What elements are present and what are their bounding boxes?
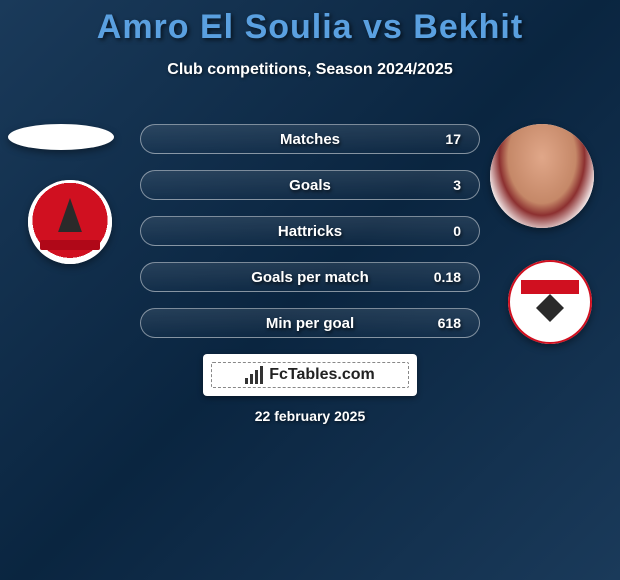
zamalek-icon	[508, 260, 592, 344]
comparison-card: Amro El Soulia vs Bekhit Club competitio…	[0, 0, 620, 580]
player-left-avatar	[8, 124, 114, 150]
stats-panel: Matches 17 Goals 3 Hattricks 0 Goals per…	[140, 124, 480, 424]
footer-date: 22 february 2025	[140, 408, 480, 424]
stat-label: Goals per match	[251, 269, 369, 286]
stat-value-right: 3	[453, 177, 461, 193]
stat-label: Matches	[280, 131, 340, 148]
stat-label: Hattricks	[278, 223, 342, 240]
stat-value-right: 17	[445, 131, 461, 147]
brand-text: FcTables.com	[269, 366, 375, 384]
stat-value-right: 0.18	[434, 269, 461, 285]
brand-badge[interactable]: FcTables.com	[203, 354, 417, 396]
stat-row-mpg: Min per goal 618	[140, 308, 480, 338]
stat-row-hattricks: Hattricks 0	[140, 216, 480, 246]
stat-row-matches: Matches 17	[140, 124, 480, 154]
al-ahly-icon	[28, 180, 112, 264]
club-left-badge	[28, 180, 112, 264]
stat-label: Min per goal	[266, 315, 354, 332]
player-right-avatar	[490, 124, 594, 228]
subtitle: Club competitions, Season 2024/2025	[0, 61, 620, 79]
stat-row-goals: Goals 3	[140, 170, 480, 200]
club-right-badge	[508, 260, 592, 344]
brand-chart-icon	[245, 366, 263, 384]
stat-value-right: 0	[453, 223, 461, 239]
page-title: Amro El Soulia vs Bekhit	[0, 8, 620, 47]
stat-row-gpm: Goals per match 0.18	[140, 262, 480, 292]
stat-label: Goals	[289, 177, 331, 194]
player-face-icon	[490, 124, 594, 228]
stat-value-right: 618	[438, 315, 461, 331]
